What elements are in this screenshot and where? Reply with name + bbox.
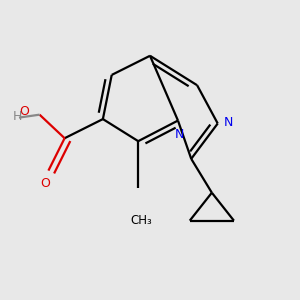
Text: H: H <box>13 110 22 123</box>
Text: N: N <box>224 116 234 129</box>
Text: CH₃: CH₃ <box>130 214 152 227</box>
Text: O: O <box>19 105 29 118</box>
Text: N: N <box>175 128 184 141</box>
Text: O: O <box>40 177 50 190</box>
